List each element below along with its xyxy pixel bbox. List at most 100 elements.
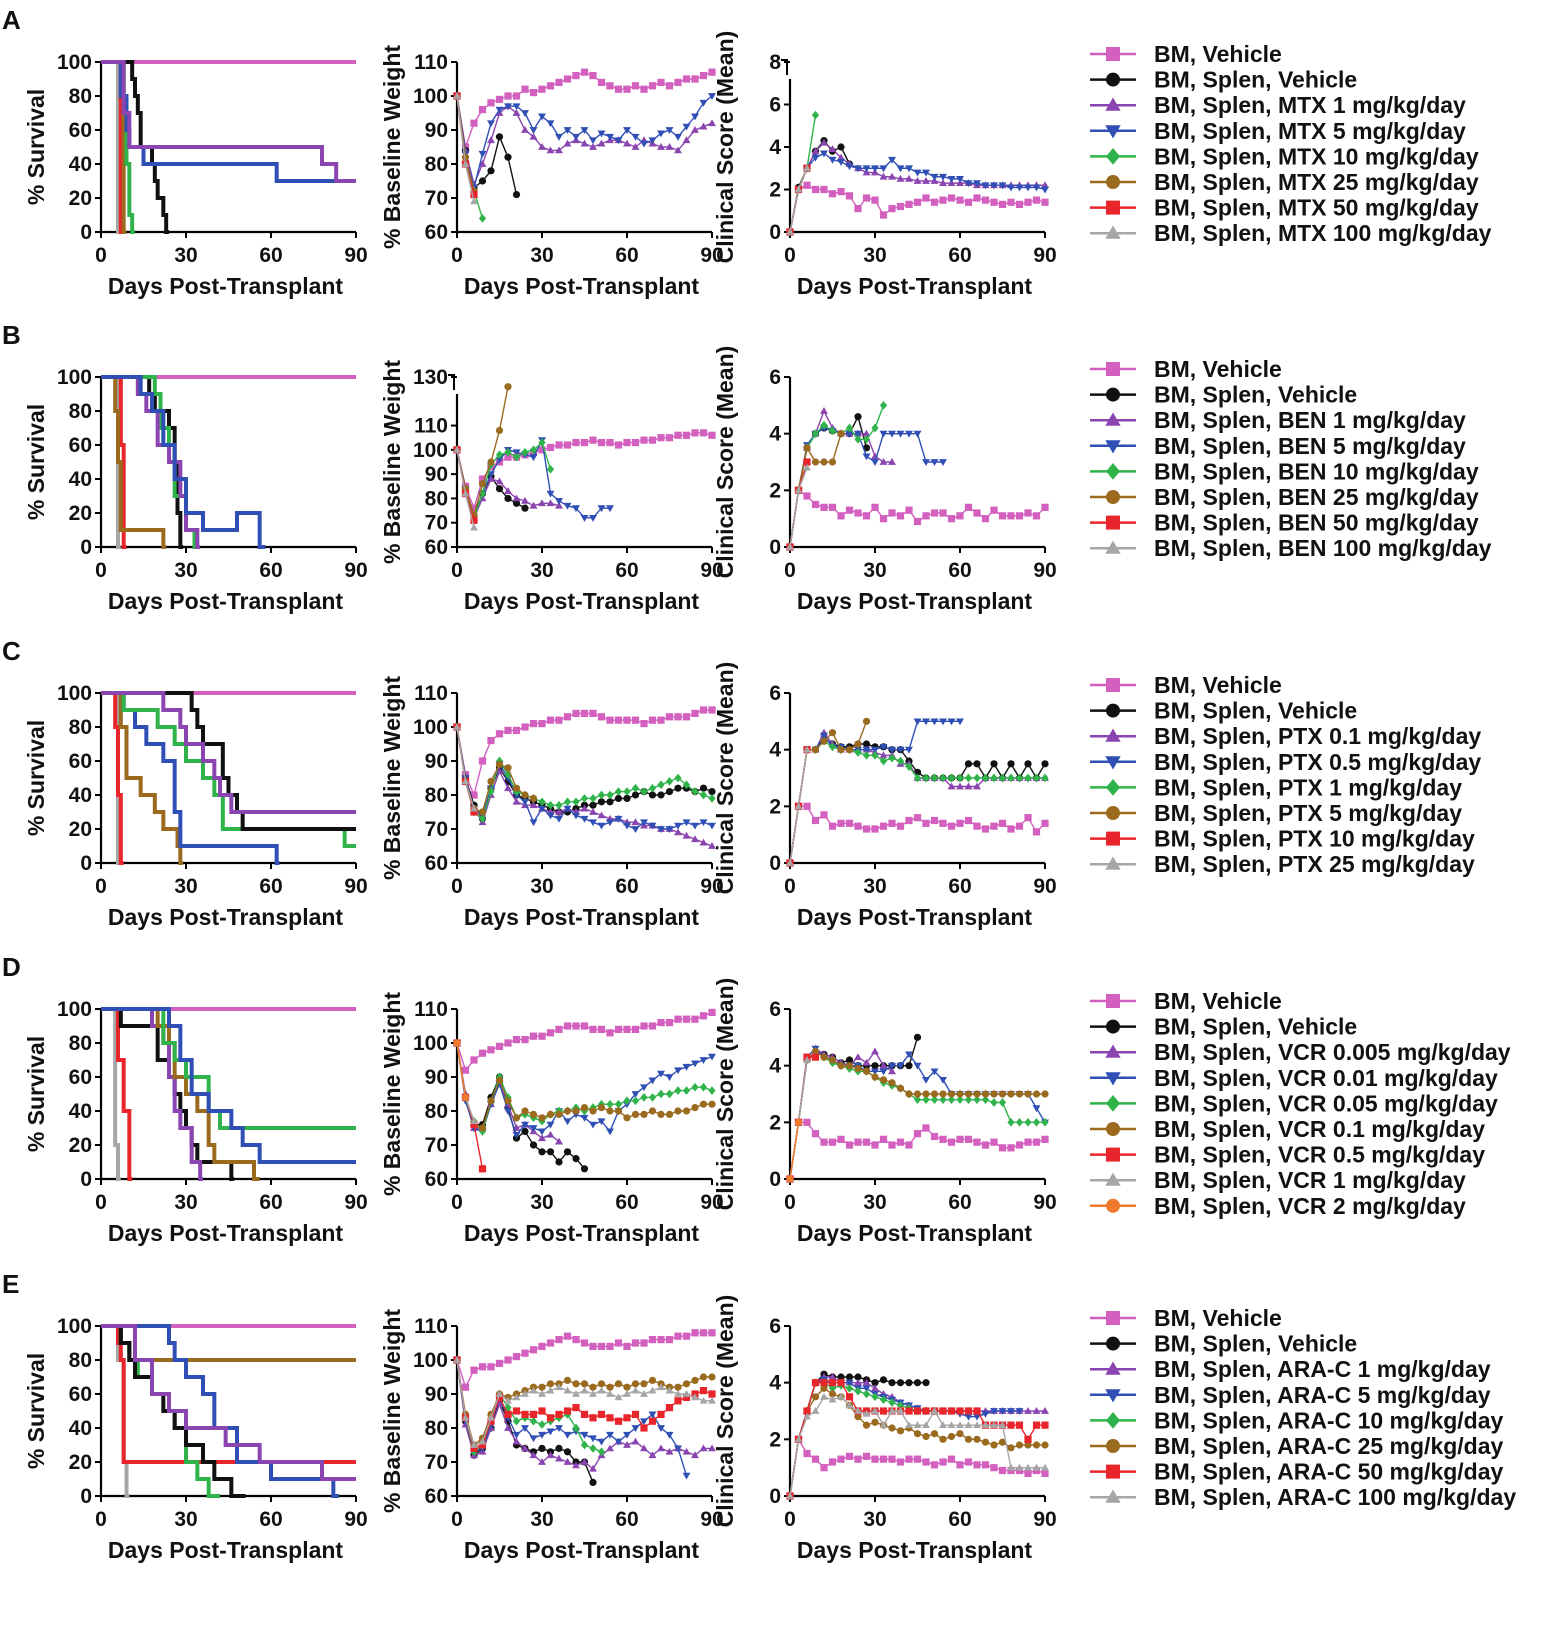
data-point bbox=[811, 1407, 820, 1414]
legend-label: BM, Splen, ARA-C 25 mg/kg/day bbox=[1154, 1433, 1504, 1459]
data-point bbox=[862, 194, 871, 202]
x-tick-label: 30 bbox=[530, 559, 553, 582]
data-point bbox=[905, 1421, 913, 1429]
data-point bbox=[930, 173, 939, 181]
data-point bbox=[555, 1425, 563, 1432]
data-point bbox=[640, 720, 648, 728]
data-point bbox=[580, 1458, 589, 1465]
data-point bbox=[623, 787, 631, 796]
legend-label: BM, Splen, ARA-C 50 mg/kg/day bbox=[1154, 1459, 1504, 1485]
data-point bbox=[837, 819, 845, 827]
legend-marker bbox=[1106, 703, 1120, 718]
data-point bbox=[648, 1022, 657, 1030]
data-point bbox=[495, 767, 504, 775]
data-point bbox=[682, 1332, 691, 1340]
data-point bbox=[597, 1118, 606, 1126]
data-point bbox=[529, 1125, 538, 1132]
data-point bbox=[640, 436, 648, 444]
data-point bbox=[478, 214, 487, 223]
data-point bbox=[905, 1141, 913, 1149]
data-point bbox=[572, 1423, 580, 1433]
y-tick-label: 80 bbox=[69, 1032, 92, 1055]
data-point bbox=[470, 1056, 478, 1064]
data-point bbox=[682, 831, 691, 839]
data-point bbox=[572, 1380, 580, 1388]
data-point bbox=[1007, 1118, 1015, 1127]
data-point bbox=[699, 429, 708, 437]
data-point bbox=[837, 1455, 845, 1463]
data-point bbox=[648, 716, 657, 724]
y-axis-title: Clinical Score (Mean) bbox=[712, 31, 738, 264]
data-point bbox=[606, 505, 614, 513]
data-point bbox=[538, 1114, 546, 1122]
data-point bbox=[529, 1141, 538, 1149]
data-point bbox=[589, 1383, 597, 1391]
data-point bbox=[538, 1383, 546, 1391]
data-point bbox=[512, 1431, 521, 1439]
data-point bbox=[674, 822, 682, 830]
data-point bbox=[648, 1336, 657, 1344]
data-point bbox=[990, 773, 998, 783]
legend-marker bbox=[1105, 1389, 1121, 1403]
series-purple bbox=[101, 1324, 356, 1481]
data-point bbox=[580, 1440, 589, 1450]
data-point bbox=[871, 1068, 879, 1076]
y-tick-label: 100 bbox=[413, 85, 448, 108]
data-point bbox=[572, 133, 580, 141]
data-point bbox=[691, 75, 699, 83]
data-point bbox=[623, 1390, 631, 1397]
data-point bbox=[879, 1421, 888, 1429]
data-point bbox=[820, 138, 828, 146]
data-point bbox=[546, 464, 555, 474]
data-point bbox=[563, 1407, 572, 1415]
data-point bbox=[879, 430, 888, 438]
data-point bbox=[990, 1098, 998, 1107]
data-point bbox=[529, 1410, 538, 1418]
data-point bbox=[905, 1051, 913, 1059]
data-point bbox=[1007, 773, 1015, 783]
data-point bbox=[563, 1386, 572, 1394]
data-point bbox=[572, 1022, 580, 1030]
y-tick-label: 40 bbox=[69, 784, 92, 807]
data-point bbox=[811, 1130, 820, 1138]
data-point bbox=[998, 819, 1007, 827]
data-point bbox=[845, 746, 854, 754]
data-point bbox=[854, 740, 862, 748]
data-point bbox=[803, 1056, 811, 1063]
legend-label: BM, Splen, BEN 50 mg/kg/day bbox=[1154, 510, 1479, 536]
data-point bbox=[922, 1421, 930, 1429]
legend-marker bbox=[1105, 1072, 1121, 1086]
data-point bbox=[597, 1342, 606, 1350]
data-point bbox=[803, 458, 811, 466]
data-point bbox=[538, 1148, 546, 1156]
y-tick-label: 70 bbox=[425, 187, 448, 210]
data-point bbox=[871, 503, 879, 511]
data-point bbox=[837, 1135, 845, 1143]
series-green bbox=[101, 691, 356, 848]
data-point bbox=[589, 801, 597, 809]
x-tick-label: 0 bbox=[784, 244, 796, 267]
data-point bbox=[854, 435, 862, 444]
data-point bbox=[478, 106, 487, 114]
series-line bbox=[789, 740, 1045, 864]
x-axis-title: Days Post-Transplant bbox=[464, 1220, 700, 1246]
data-point bbox=[820, 185, 828, 194]
data-point bbox=[990, 1090, 998, 1098]
data-point bbox=[674, 146, 682, 154]
data-point bbox=[546, 1130, 555, 1138]
legend-marker bbox=[1106, 1019, 1120, 1034]
data-point bbox=[956, 782, 964, 790]
legend-marker bbox=[1106, 1311, 1120, 1325]
series-line bbox=[789, 152, 1046, 233]
data-point bbox=[964, 180, 973, 188]
data-point bbox=[470, 808, 478, 816]
data-point bbox=[871, 1379, 879, 1387]
data-point bbox=[461, 489, 470, 497]
data-point bbox=[529, 801, 538, 809]
data-point bbox=[862, 746, 871, 754]
data-point bbox=[623, 139, 631, 147]
y-tick-label: 60 bbox=[69, 119, 92, 142]
data-point bbox=[956, 1407, 964, 1415]
data-point bbox=[947, 175, 956, 183]
